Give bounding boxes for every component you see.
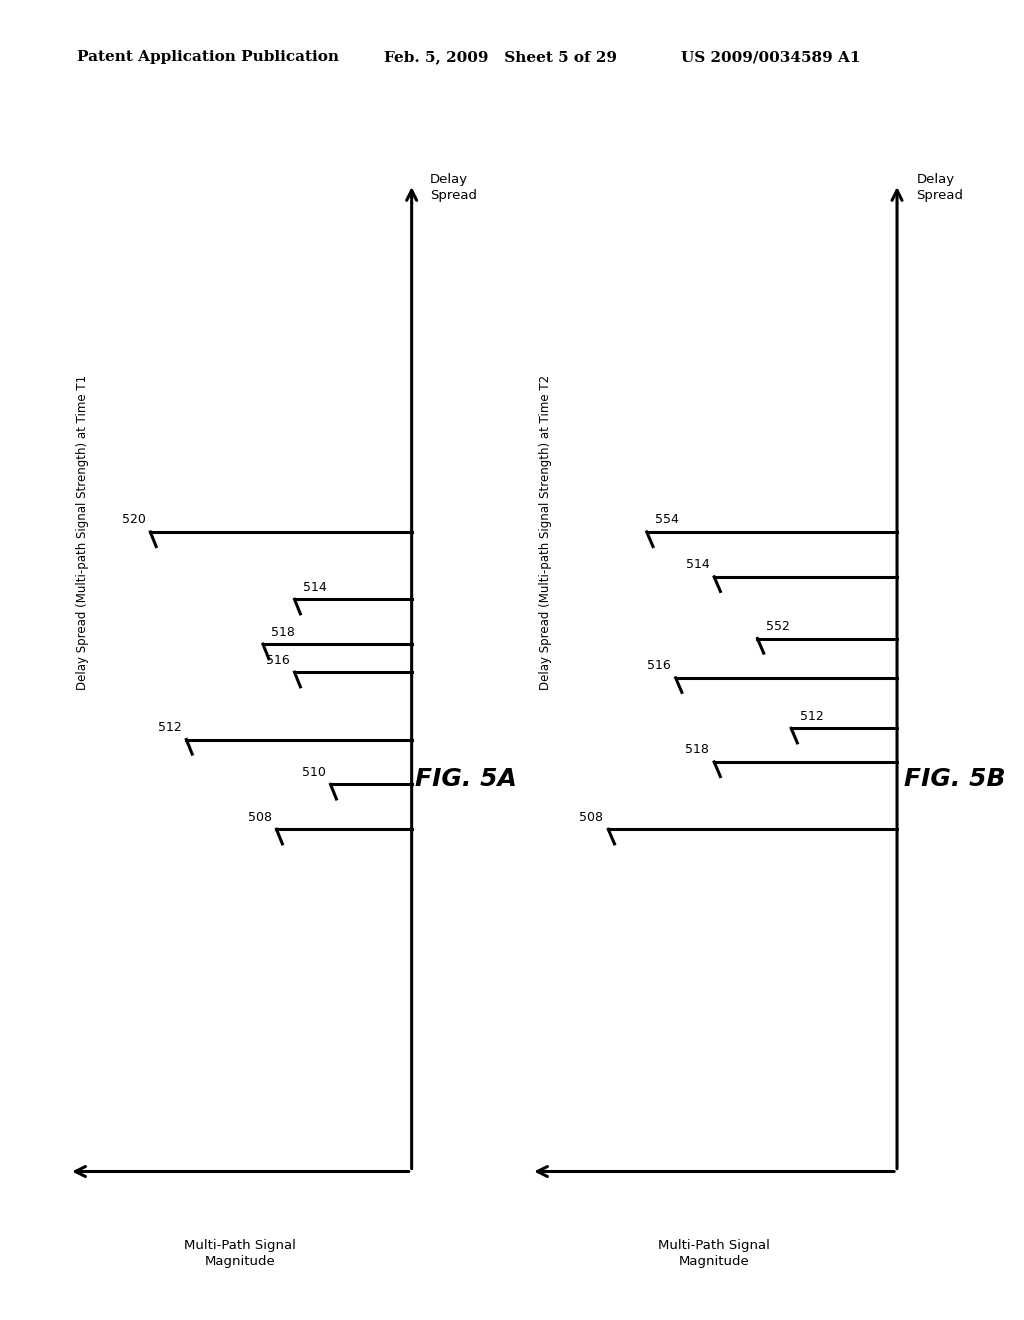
Text: Delay Spread (Multi-path Signal Strength) at Time T1: Delay Spread (Multi-path Signal Strength… (76, 375, 89, 689)
Text: 512: 512 (800, 710, 823, 723)
Text: FIG. 5A: FIG. 5A (415, 767, 517, 791)
Text: US 2009/0034589 A1: US 2009/0034589 A1 (681, 50, 860, 65)
Text: 520: 520 (122, 513, 145, 527)
Text: Multi-Path Signal
Magnitude: Multi-Path Signal Magnitude (184, 1238, 296, 1267)
Text: 512: 512 (158, 721, 182, 734)
Text: 510: 510 (302, 766, 326, 779)
Text: Feb. 5, 2009   Sheet 5 of 29: Feb. 5, 2009 Sheet 5 of 29 (384, 50, 617, 65)
Text: Delay
Spread: Delay Spread (430, 173, 476, 202)
Text: Delay
Spread: Delay Spread (916, 173, 964, 202)
Text: 508: 508 (580, 810, 603, 824)
Text: FIG. 5B: FIG. 5B (904, 767, 1006, 791)
Text: Patent Application Publication: Patent Application Publication (77, 50, 339, 65)
Text: 518: 518 (271, 626, 295, 639)
Text: 516: 516 (266, 653, 290, 667)
Text: 518: 518 (685, 743, 710, 756)
Text: 554: 554 (655, 513, 679, 527)
Text: 516: 516 (647, 659, 671, 672)
Text: 552: 552 (766, 620, 790, 634)
Text: 508: 508 (248, 810, 272, 824)
Text: Delay Spread (Multi-path Signal Strength) at Time T2: Delay Spread (Multi-path Signal Strength… (540, 375, 552, 689)
Text: 514: 514 (686, 558, 710, 572)
Text: 514: 514 (303, 581, 327, 594)
Text: Multi-Path Signal
Magnitude: Multi-Path Signal Magnitude (658, 1238, 770, 1267)
